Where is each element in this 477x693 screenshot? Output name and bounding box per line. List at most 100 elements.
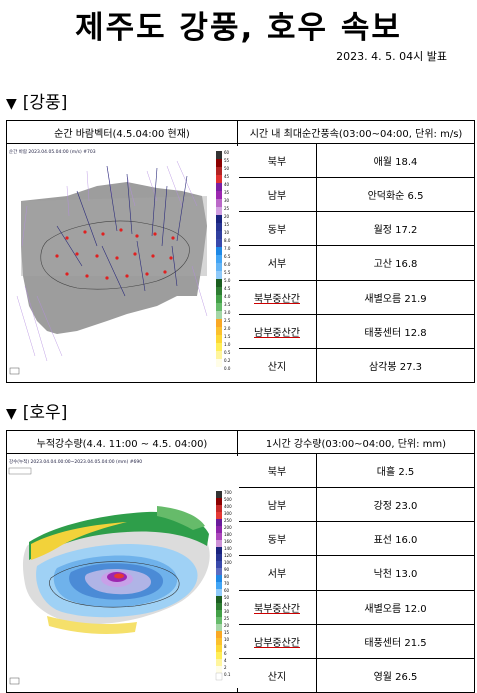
scale-label: 50 (224, 595, 230, 600)
scale-label: 60 (224, 588, 230, 593)
wind-table: 순간 바람벡터(4.5.04:00 현재) 시간 내 최대순간풍속(03:00~… (6, 120, 476, 384)
scale-label: 4 (224, 658, 227, 663)
wind-map-caption: 순간 바람 2023.04.05.04:00 (m/s) #703 (9, 148, 96, 155)
rain-region-5: 남부중산간 (237, 623, 317, 659)
rain-table-header: 1시간 강수량(03:00~04:00, 단위: mm) (237, 430, 475, 454)
scale-label: 140 (224, 546, 232, 551)
rain-value-2: 표선 16.0 (316, 521, 475, 557)
scale-label: 180 (224, 532, 232, 537)
scale-label: 0.0 (224, 366, 231, 371)
scale-label: 0.5 (224, 350, 231, 355)
triangle-down-icon: ▼ (6, 96, 17, 112)
wind-region-2: 동부 (237, 211, 317, 247)
scale-label: 20 (224, 214, 230, 219)
wind-value-6: 삼각봉 27.3 (315, 347, 476, 384)
scale-label: 20 (224, 623, 230, 628)
rain-table: 누적강수량(4.4. 11:00 ~ 4.5. 04:00) 1시간 강수량(0… (6, 430, 475, 693)
wind-value-4: 새별오름 21.9 (315, 279, 476, 315)
wind-region-4: 북부중산간 (237, 279, 317, 315)
scale-label: 500 (224, 497, 232, 502)
triangle-down-icon: ▼ (6, 406, 17, 422)
wind-table-header: 시간 내 최대순간풍속(03:00~04:00, 단위: m/s) (236, 120, 476, 144)
scale-label: 50 (224, 166, 230, 171)
rain-value-3: 낙천 13.0 (316, 555, 475, 591)
scale-label: 40 (224, 602, 230, 607)
scale-label: 5.5 (224, 270, 231, 275)
page-title: 제주도 강풍, 호우 속보 (75, 10, 402, 46)
scale-label: 45 (224, 174, 230, 179)
rain-value-4: 새별오름 12.0 (316, 589, 475, 625)
wind-region-1: 남부 (237, 177, 317, 213)
rain-value-5: 태풍센터 21.5 (316, 623, 475, 659)
scale-label: 15 (224, 630, 230, 635)
scale-label: 10 (224, 637, 230, 642)
scale-label: 4.5 (224, 286, 231, 291)
rain-region-4: 북부중산간 (237, 589, 317, 625)
scale-label: 2.0 (224, 326, 231, 331)
wind-region-5: 남부중산간 (237, 313, 317, 349)
scale-label: 7.0 (224, 246, 231, 251)
wind-region-0: 북부 (237, 142, 317, 179)
scale-label: 8.0 (224, 238, 231, 243)
wind-section-title: ▼ [강풍] (6, 88, 67, 113)
issued-date: 2023. 4. 5. 04시 발표 (336, 50, 447, 63)
rain-scale-labels: 7005004003002502001801601401201009080706… (224, 490, 232, 677)
wind-section-label: [강풍] (22, 93, 68, 113)
scale-label: 0.1 (224, 672, 231, 677)
wind-region-6: 산지 (237, 347, 317, 384)
rain-region-1: 남부 (237, 487, 317, 523)
scale-label: 100 (224, 560, 232, 565)
scale-label: 70 (224, 581, 230, 586)
wind-map-header: 순간 바람벡터(4.5.04:00 현재) (6, 120, 238, 144)
wind-scale-labels: 60 55 50 45 40 35 30 25 20 15 10 8.0 7.0 6.5 6.0 5.5 5.0… (224, 150, 231, 371)
scale-label: 60 (224, 150, 230, 155)
wind-value-0: 애월 18.4 (315, 142, 476, 179)
rain-map-graphic: 강수(누적) 2023.04.04.00:00~2023.04.05.04:00… (7, 456, 239, 688)
rain-region-0: 북부 (237, 452, 317, 489)
scale-label: 400 (224, 504, 232, 509)
scale-label: 25 (224, 616, 230, 621)
wind-region-3: 서부 (237, 245, 317, 281)
rain-value-0: 대흘 2.5 (316, 452, 475, 489)
scale-label: 300 (224, 511, 232, 516)
scale-label: 120 (224, 553, 232, 558)
scale-label: 55 (224, 158, 230, 163)
rain-map-header: 누적강수량(4.4. 11:00 ~ 4.5. 04:00) (6, 430, 238, 454)
scale-label: 250 (224, 518, 232, 523)
wind-vector-map: 순간 바람 2023.04.05.04:00 (m/s) #703 (7, 146, 239, 382)
wind-map-cell: 순간 바람 2023.04.05.04:00 (m/s) #703 (6, 143, 239, 383)
scale-label: 15 (224, 222, 230, 227)
scale-label: 5.0 (224, 278, 231, 283)
rain-region-3: 서부 (237, 555, 317, 591)
scale-label: 25 (224, 206, 230, 211)
rain-value-1: 강정 23.0 (316, 487, 475, 523)
wind-map-graphic: 순간 바람 2023.04.05.04:00 (m/s) #703 (7, 146, 239, 382)
scale-label: 40 (224, 182, 230, 187)
rain-map-caption: 강수(누적) 2023.04.04.00:00~2023.04.05.04:00… (9, 458, 142, 465)
scale-label: 8 (224, 644, 227, 649)
rain-value-6: 영월 26.5 (316, 657, 475, 693)
scale-label: 6.0 (224, 262, 231, 267)
scale-label: 2 (224, 665, 227, 670)
scale-label: 200 (224, 525, 232, 530)
scale-label: 6 (224, 651, 227, 656)
wind-value-1: 안덕화순 6.5 (315, 177, 476, 213)
scale-label: 4.0 (224, 294, 231, 299)
scale-label: 30 (224, 609, 230, 614)
wind-value-3: 고산 16.8 (315, 245, 476, 281)
scale-label: 10 (224, 230, 230, 235)
scale-label: 2.5 (224, 318, 231, 323)
scale-label: 30 (224, 198, 230, 203)
scale-label: 80 (224, 574, 230, 579)
scale-label: 160 (224, 539, 232, 544)
scale-label: 1.0 (224, 342, 231, 347)
rain-section-title: ▼ [호우] (6, 398, 67, 423)
scale-label: 1.5 (224, 334, 231, 339)
rain-region-6: 산지 (237, 657, 317, 693)
scale-label: 3.5 (224, 302, 231, 307)
rain-region-2: 동부 (237, 521, 317, 557)
rain-section-label: [호우] (22, 403, 68, 423)
scale-label: 0.2 (224, 358, 231, 363)
rain-accumulation-map: 강수(누적) 2023.04.04.00:00~2023.04.05.04:00… (7, 456, 239, 692)
scale-label: 3.0 (224, 310, 231, 315)
